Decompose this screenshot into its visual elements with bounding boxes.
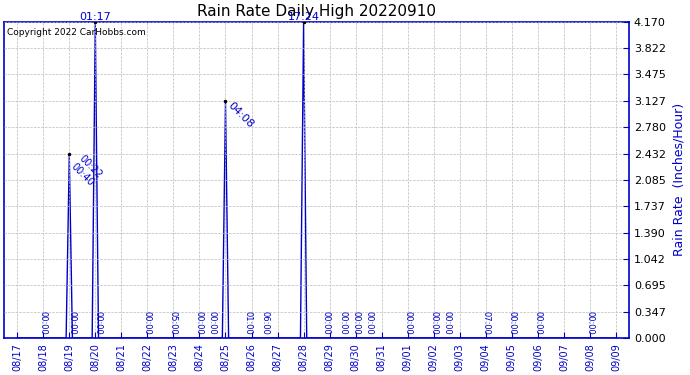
Text: 06:00: 06:00	[260, 311, 269, 335]
Text: 00:00: 00:00	[351, 311, 360, 335]
Text: 00:00: 00:00	[586, 311, 595, 335]
Text: 01:17: 01:17	[79, 12, 111, 22]
Text: 00:00: 00:00	[94, 311, 103, 335]
Text: 00:00: 00:00	[68, 311, 77, 335]
Text: 00:00: 00:00	[442, 311, 451, 335]
Text: 00:00: 00:00	[39, 311, 48, 335]
Text: Copyright 2022 CarHobbs.com: Copyright 2022 CarHobbs.com	[8, 28, 146, 37]
Text: 00:00: 00:00	[403, 311, 412, 335]
Text: 00:00: 00:00	[143, 311, 152, 335]
Text: 01:00: 01:00	[244, 311, 253, 335]
Text: 04:08: 04:08	[226, 101, 255, 130]
Text: 00:00: 00:00	[364, 311, 373, 335]
Text: 00:00: 00:00	[429, 311, 438, 335]
Text: 17:24: 17:24	[288, 12, 319, 22]
Y-axis label: Rain Rate  (Inches/Hour): Rain Rate (Inches/Hour)	[673, 103, 686, 256]
Text: 00:00: 00:00	[208, 311, 217, 335]
Text: 00:00: 00:00	[507, 311, 516, 335]
Text: 00:00: 00:00	[195, 311, 204, 335]
Title: Rain Rate Daily High 20220910: Rain Rate Daily High 20220910	[197, 4, 436, 19]
Text: 05:00: 05:00	[169, 311, 178, 335]
Text: 00:00: 00:00	[338, 311, 347, 335]
Text: 07:00: 07:00	[482, 311, 491, 335]
Text: 00:22
00:40: 00:22 00:40	[69, 153, 104, 189]
Text: 00:00: 00:00	[322, 311, 331, 335]
Text: 00:00: 00:00	[533, 311, 542, 335]
